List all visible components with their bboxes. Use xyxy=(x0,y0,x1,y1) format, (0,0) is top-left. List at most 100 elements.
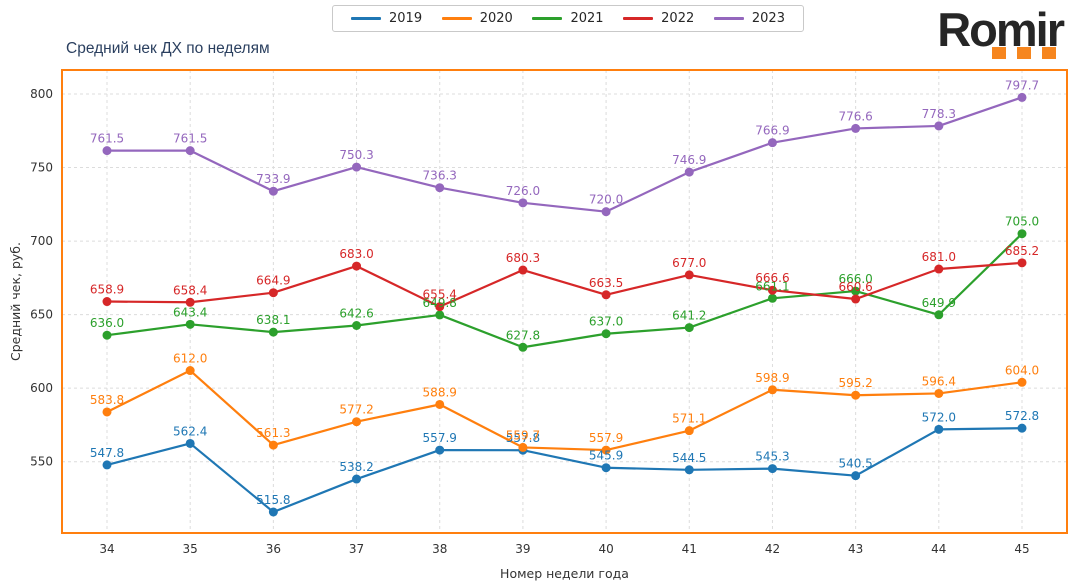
data-point-2019 xyxy=(1017,423,1027,433)
legend-label: 2019 xyxy=(389,11,423,26)
y-tick-label: 600 xyxy=(30,381,53,395)
data-point-2020 xyxy=(684,426,694,436)
data-point-2023 xyxy=(185,146,195,156)
data-label-2023: 726.0 xyxy=(506,184,540,198)
series-line-2023 xyxy=(107,96,1023,213)
data-point-2021 xyxy=(851,286,861,296)
data-point-2021 xyxy=(934,310,944,320)
data-label-2020: 561.3 xyxy=(256,426,290,440)
logo-dot-icon xyxy=(1042,47,1056,59)
data-label-2023: 766.9 xyxy=(755,124,789,138)
data-label-2021: 661.1 xyxy=(755,279,789,293)
data-label-2019: 545.9 xyxy=(589,449,623,463)
data-label-2021: 649.8 xyxy=(423,296,457,310)
x-tick-label: 36 xyxy=(266,542,281,556)
data-label-2019: 515.8 xyxy=(256,493,290,507)
data-label-2023: 750.3 xyxy=(339,148,373,162)
data-point-2022 xyxy=(767,285,777,295)
data-point-2020 xyxy=(1017,377,1027,387)
data-point-2023 xyxy=(1017,92,1027,102)
data-label-2022: 660.6 xyxy=(838,280,872,294)
data-label-2023: 778.3 xyxy=(922,107,956,121)
data-label-2021: 642.6 xyxy=(339,307,373,321)
data-point-2023 xyxy=(684,167,694,177)
data-label-2023: 776.6 xyxy=(838,109,872,123)
legend-line-swatch xyxy=(623,17,654,20)
legend-line-swatch xyxy=(713,17,744,20)
logo-dot-icon xyxy=(992,47,1006,59)
data-label-2021: 636.0 xyxy=(90,316,124,330)
data-label-2022: 681.0 xyxy=(922,250,956,264)
x-tick-label: 35 xyxy=(183,542,198,556)
data-label-2022: 658.9 xyxy=(90,283,124,297)
data-point-2020 xyxy=(518,442,528,452)
data-label-2020: 588.9 xyxy=(423,385,457,399)
data-point-2020 xyxy=(851,390,861,400)
data-label-2023: 797.7 xyxy=(1005,78,1039,92)
x-tick-label: 43 xyxy=(848,542,863,556)
data-point-2021 xyxy=(684,323,694,333)
data-label-2021: 705.0 xyxy=(1005,215,1039,229)
legend-item-2020: 2020 xyxy=(441,11,513,26)
data-point-2019 xyxy=(352,474,362,484)
data-label-2023: 733.9 xyxy=(256,172,290,186)
data-point-2023 xyxy=(601,207,611,217)
x-axis-label: Номер недели года xyxy=(500,566,629,581)
data-point-2021 xyxy=(435,310,445,320)
data-point-2020 xyxy=(601,445,611,455)
data-label-2022: 680.3 xyxy=(506,251,540,265)
data-label-2021: 643.4 xyxy=(173,305,207,319)
data-label-2020: 557.9 xyxy=(589,431,623,445)
data-label-2020: 612.0 xyxy=(173,352,207,366)
data-label-2021: 637.0 xyxy=(589,315,623,329)
data-label-2020: 598.9 xyxy=(755,371,789,385)
data-point-2022 xyxy=(601,290,611,300)
data-point-2021 xyxy=(268,327,278,337)
data-point-2023 xyxy=(352,162,362,172)
data-label-2020: 596.4 xyxy=(922,374,956,388)
data-point-2021 xyxy=(185,319,195,329)
data-label-2019: 572.8 xyxy=(1005,409,1039,423)
data-point-2021 xyxy=(1017,229,1027,239)
data-label-2021: 627.8 xyxy=(506,328,540,342)
legend-label: 2022 xyxy=(661,11,695,26)
y-tick-label: 550 xyxy=(30,455,53,469)
data-label-2019: 538.2 xyxy=(339,460,373,474)
data-label-2019: 557.8 xyxy=(506,431,540,445)
x-tick-label: 41 xyxy=(682,542,697,556)
legend-label: 2023 xyxy=(751,11,785,26)
data-label-2022: 663.5 xyxy=(589,276,623,290)
data-point-2023 xyxy=(767,138,777,148)
romir-logo: Romir xyxy=(937,6,1065,59)
data-label-2020: 559.7 xyxy=(506,428,540,442)
romir-logo-dots-icon xyxy=(937,47,1063,59)
y-tick-label: 750 xyxy=(30,161,53,175)
data-point-2022 xyxy=(518,265,528,275)
data-label-2022: 664.9 xyxy=(256,274,290,288)
data-point-2019 xyxy=(102,460,112,470)
legend-item-2019: 2019 xyxy=(351,11,422,26)
data-point-2023 xyxy=(851,123,861,133)
data-label-2023: 736.3 xyxy=(423,169,457,183)
data-point-2023 xyxy=(268,186,278,196)
data-label-2021: 638.1 xyxy=(256,313,290,327)
data-point-2020 xyxy=(435,399,445,409)
data-point-2020 xyxy=(185,366,195,376)
data-point-2019 xyxy=(767,464,777,474)
data-label-2019: 562.4 xyxy=(173,424,207,438)
y-axis-label: Средний чек, руб. xyxy=(8,242,23,361)
data-point-2022 xyxy=(684,270,694,280)
chart-legend: 2019 2020 2021 2022 2023 xyxy=(332,5,804,32)
series-line-2019 xyxy=(106,427,1023,514)
data-point-2019 xyxy=(268,507,278,517)
x-tick-label: 40 xyxy=(598,542,613,556)
legend-label: 2020 xyxy=(479,11,513,26)
data-label-2023: 761.5 xyxy=(173,132,207,146)
x-tick-label: 42 xyxy=(765,542,780,556)
series-line-2021 xyxy=(106,232,1023,349)
data-label-2022: 677.0 xyxy=(672,256,706,270)
data-point-2019 xyxy=(435,445,445,455)
data-point-2022 xyxy=(851,294,861,304)
logo-dot-icon xyxy=(1017,47,1031,59)
